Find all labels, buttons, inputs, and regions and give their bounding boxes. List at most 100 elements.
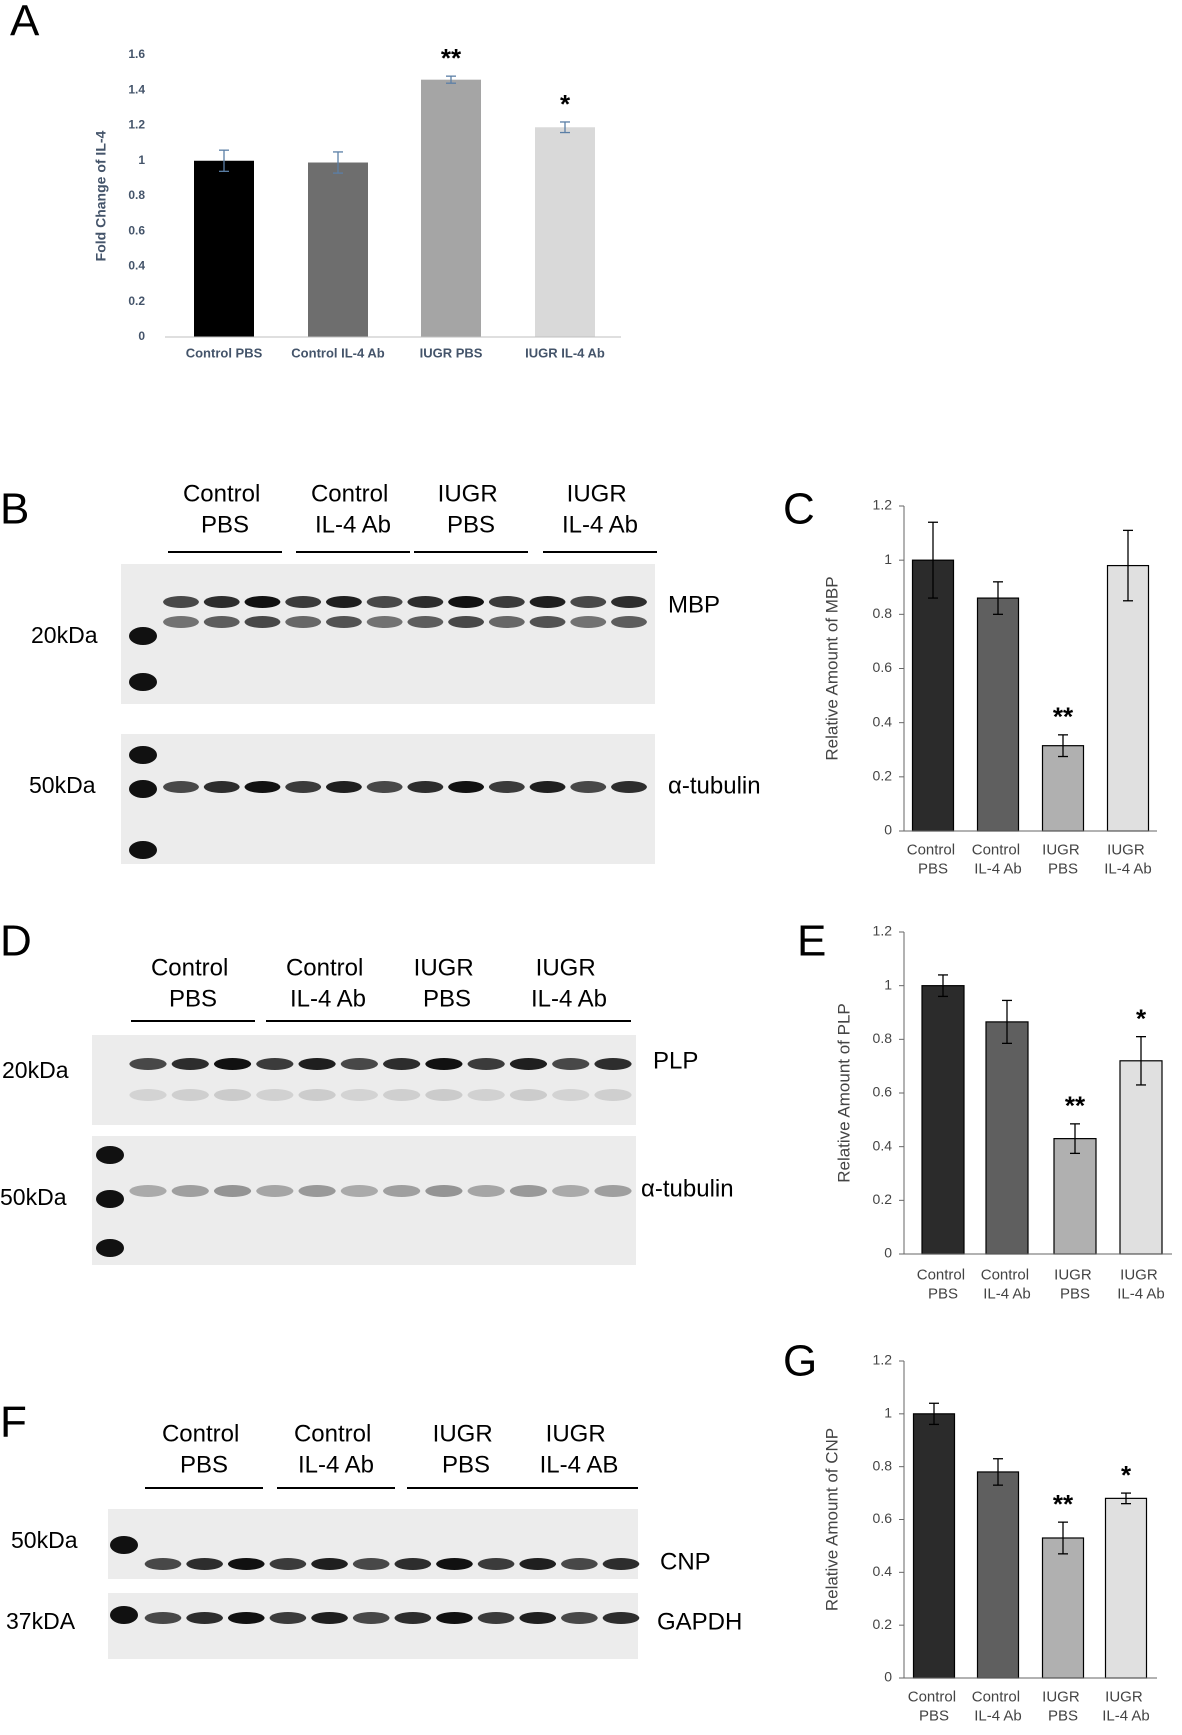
group-label: IUGR PBS [438, 481, 505, 539]
y-tick-label: 0 [884, 1245, 892, 1261]
bar [308, 162, 368, 337]
x-tick-label: Control PBS [186, 345, 263, 360]
blot-band [383, 1058, 421, 1070]
blot-membrane [108, 1593, 638, 1659]
blot-band [298, 1089, 336, 1101]
error-bar [1070, 1123, 1080, 1155]
x-tick-label: Control IL-4 Ab [972, 1688, 1025, 1724]
blot-band [163, 596, 199, 608]
significance-label: ** [1053, 1489, 1074, 1519]
x-tick-label: IUGR PBS [1042, 1688, 1084, 1724]
group-label: Control IL-4 Ab [286, 955, 370, 1013]
blot-band [436, 1612, 473, 1624]
blot-band [602, 1558, 640, 1570]
blot-band [171, 1185, 209, 1197]
blot-band [467, 1185, 505, 1197]
blot-band [519, 1558, 557, 1570]
x-tick-label: Control PBS [917, 1266, 970, 1302]
y-tick-label: 0.4 [873, 1563, 893, 1579]
error-bar [1058, 1521, 1068, 1555]
y-tick-label: 1.2 [873, 923, 893, 939]
error-bar [938, 974, 948, 998]
blot-band [129, 1089, 167, 1101]
bar [1041, 1537, 1085, 1679]
bar [976, 1471, 1020, 1679]
blot-band [366, 596, 403, 608]
group-label: IUGR IL-4 Ab [531, 955, 607, 1013]
blot-band [325, 616, 362, 628]
blot-band [407, 596, 444, 608]
y-tick-label: 0.6 [873, 1084, 893, 1100]
blot-band [366, 616, 403, 628]
y-tick-label: 1.6 [128, 47, 145, 61]
blot-band [269, 1558, 307, 1570]
y-tick-label: 0.2 [873, 1191, 893, 1207]
group-label: IUGR PBS [433, 1421, 500, 1479]
x-tick-label: IUGR IL-4 Ab [1104, 841, 1152, 877]
group-label: IUGR IL-4 AB [540, 1421, 619, 1479]
panel-letter: F [0, 1398, 27, 1447]
blot-band [171, 1089, 209, 1101]
error-bar [333, 151, 343, 174]
blot-band [325, 781, 362, 793]
significance-label: * [1121, 1460, 1132, 1490]
error-bar [1136, 1036, 1146, 1086]
blot-band [285, 781, 322, 793]
marker-band [110, 1536, 138, 1554]
blot-band [311, 1612, 348, 1624]
y-tick-label: 1.2 [873, 1352, 893, 1368]
blot-band [340, 1185, 378, 1197]
blot-band [171, 1058, 209, 1070]
y-tick-label: 0.6 [873, 1510, 893, 1526]
error-bar [1002, 999, 1012, 1045]
blot-band [311, 1558, 348, 1570]
blot-membrane [92, 1136, 636, 1265]
blot-band [425, 1185, 463, 1197]
blot-band [552, 1185, 590, 1197]
blot-band [383, 1089, 421, 1101]
size-marker: 20kDa [31, 622, 98, 648]
protein-label: α-tubulin [668, 772, 761, 799]
x-tick-label: IUGR IL-4 Ab [1102, 1688, 1150, 1724]
blot-band [256, 1058, 294, 1070]
blot-band [529, 616, 566, 628]
error-bar [1058, 734, 1068, 758]
size-marker: 20kDa [2, 1057, 69, 1083]
blot-band [285, 596, 322, 608]
size-marker: 37kDA [6, 1608, 76, 1634]
blot-band [340, 1089, 378, 1101]
y-tick-label: 0 [138, 329, 145, 343]
bar [1053, 1138, 1097, 1255]
blot-band [488, 596, 525, 608]
blot-band [570, 596, 607, 608]
blot-band [203, 781, 240, 793]
blot-band [285, 616, 322, 628]
error-bar [993, 1458, 1003, 1486]
y-axis-label: Relative Amount of PLP [834, 1003, 853, 1183]
y-tick-label: 1 [884, 976, 892, 992]
bar [1041, 745, 1085, 832]
bar [912, 1413, 956, 1679]
y-axis-label: Relative Amount of MBP [822, 576, 841, 760]
marker-band [129, 746, 157, 764]
blot-band [366, 781, 403, 793]
marker-band [96, 1239, 124, 1257]
blot-band [213, 1185, 252, 1197]
blot-band [383, 1185, 421, 1197]
protein-label: GAPDH [657, 1608, 742, 1635]
group-label: Control PBS [183, 481, 267, 539]
significance-label: ** [1053, 702, 1074, 732]
blot-band [213, 1058, 252, 1070]
blot-band [602, 1612, 640, 1624]
significance-label: ** [441, 43, 462, 73]
panel-letter: E [797, 917, 826, 966]
panel-letter: B [0, 485, 29, 534]
bar [976, 597, 1020, 832]
marker-band [129, 627, 157, 645]
x-tick-label: Control IL-4 Ab [291, 345, 384, 360]
y-tick-label: 1.2 [128, 118, 145, 132]
blot-band [352, 1558, 390, 1570]
blot-band [340, 1058, 378, 1070]
blot-band [611, 596, 647, 608]
